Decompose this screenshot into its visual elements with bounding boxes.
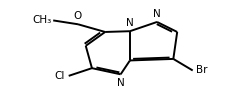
Text: N: N xyxy=(117,78,124,88)
Text: Cl: Cl xyxy=(55,71,65,81)
Text: N: N xyxy=(126,18,134,28)
Text: Br: Br xyxy=(196,66,208,75)
Text: N: N xyxy=(153,9,161,19)
Text: O: O xyxy=(74,11,82,21)
Text: CH₃: CH₃ xyxy=(32,15,51,25)
